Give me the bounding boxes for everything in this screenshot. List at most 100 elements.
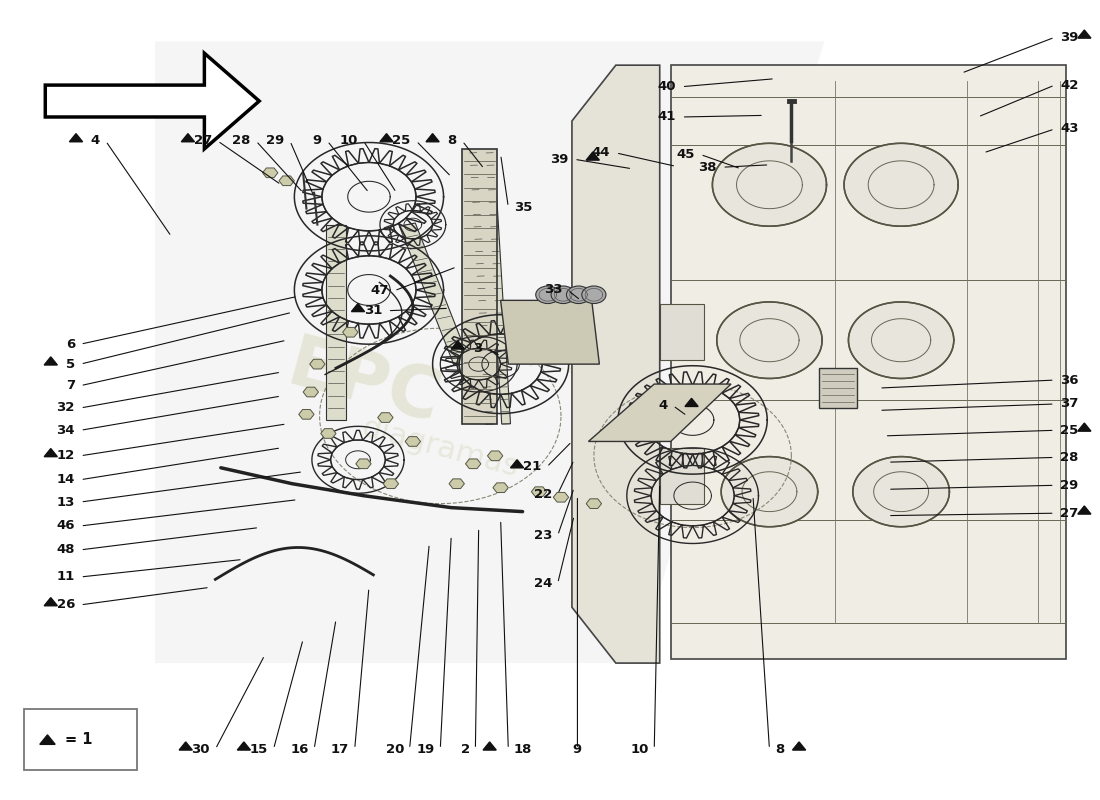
- Polygon shape: [238, 742, 251, 750]
- Text: 14: 14: [56, 474, 75, 486]
- Text: 21: 21: [522, 461, 541, 474]
- Polygon shape: [844, 143, 958, 226]
- Text: 25: 25: [1060, 424, 1078, 437]
- Polygon shape: [818, 368, 857, 408]
- Polygon shape: [379, 134, 393, 142]
- Polygon shape: [179, 742, 192, 750]
- Text: 29: 29: [1060, 479, 1078, 492]
- Polygon shape: [342, 327, 358, 337]
- Circle shape: [582, 286, 606, 303]
- Text: 17: 17: [331, 742, 349, 756]
- Polygon shape: [383, 479, 398, 489]
- Polygon shape: [572, 65, 660, 663]
- Polygon shape: [351, 303, 364, 311]
- Polygon shape: [465, 459, 481, 469]
- Polygon shape: [660, 304, 704, 360]
- Polygon shape: [848, 302, 954, 378]
- Text: 47: 47: [371, 284, 388, 298]
- Text: 39: 39: [1060, 30, 1079, 44]
- Polygon shape: [462, 149, 497, 424]
- Text: diagramas: diagramas: [359, 413, 522, 482]
- Polygon shape: [852, 457, 949, 526]
- Polygon shape: [44, 449, 57, 457]
- Text: 38: 38: [698, 161, 717, 174]
- Text: EPC: EPC: [279, 330, 448, 438]
- Text: 20: 20: [386, 742, 404, 756]
- Polygon shape: [531, 487, 547, 497]
- Text: 10: 10: [340, 134, 358, 147]
- Polygon shape: [310, 359, 326, 369]
- Polygon shape: [713, 143, 826, 226]
- Polygon shape: [449, 479, 464, 489]
- Text: 35: 35: [514, 201, 532, 214]
- Polygon shape: [44, 357, 57, 365]
- Polygon shape: [155, 42, 824, 663]
- Text: 37: 37: [1060, 398, 1079, 410]
- Text: 27: 27: [194, 134, 212, 147]
- Polygon shape: [487, 451, 503, 461]
- Text: 23: 23: [534, 529, 552, 542]
- Text: de piezas: de piezas: [490, 333, 610, 387]
- Text: 13: 13: [56, 495, 75, 509]
- Polygon shape: [485, 153, 510, 424]
- Text: 10: 10: [630, 742, 649, 756]
- Polygon shape: [405, 437, 420, 446]
- Text: 27: 27: [1060, 506, 1078, 520]
- Text: 19: 19: [417, 742, 434, 756]
- Text: 40: 40: [658, 80, 676, 93]
- Polygon shape: [44, 598, 57, 606]
- Polygon shape: [792, 742, 805, 750]
- Text: = 1: = 1: [65, 732, 92, 747]
- Polygon shape: [493, 483, 508, 493]
- Text: 24: 24: [534, 577, 552, 590]
- Text: 4: 4: [91, 134, 100, 147]
- Polygon shape: [553, 493, 569, 502]
- Text: 48: 48: [56, 543, 75, 556]
- Polygon shape: [586, 499, 602, 509]
- Text: 5: 5: [66, 358, 75, 370]
- Polygon shape: [1078, 30, 1091, 38]
- Polygon shape: [510, 460, 524, 468]
- Text: 31: 31: [364, 304, 382, 318]
- Polygon shape: [671, 65, 1066, 659]
- Polygon shape: [377, 413, 393, 422]
- Polygon shape: [40, 735, 55, 744]
- FancyBboxPatch shape: [24, 710, 138, 770]
- Polygon shape: [483, 742, 496, 750]
- Text: 8: 8: [448, 134, 456, 147]
- Text: 15: 15: [250, 742, 268, 756]
- Text: 4: 4: [658, 399, 668, 412]
- Circle shape: [551, 286, 575, 303]
- Text: 16: 16: [290, 742, 309, 756]
- Text: 11: 11: [57, 570, 75, 583]
- Text: 45: 45: [676, 148, 695, 161]
- Text: 6: 6: [66, 338, 75, 350]
- Polygon shape: [327, 225, 345, 420]
- Polygon shape: [685, 398, 698, 406]
- Circle shape: [536, 286, 560, 303]
- Text: 32: 32: [56, 402, 75, 414]
- Polygon shape: [355, 459, 371, 469]
- Polygon shape: [263, 168, 278, 178]
- Text: 7: 7: [66, 379, 75, 392]
- Text: 28: 28: [232, 134, 251, 147]
- Polygon shape: [469, 153, 494, 424]
- Polygon shape: [69, 134, 82, 142]
- Text: 36: 36: [1060, 374, 1079, 386]
- Polygon shape: [588, 384, 732, 442]
- Polygon shape: [1078, 506, 1091, 514]
- Polygon shape: [500, 300, 600, 364]
- Polygon shape: [722, 457, 817, 526]
- Text: 26: 26: [56, 598, 75, 611]
- Text: 12: 12: [57, 450, 75, 462]
- Polygon shape: [451, 341, 464, 349]
- Text: 43: 43: [1060, 122, 1079, 135]
- Polygon shape: [426, 134, 439, 142]
- Text: 42: 42: [1060, 78, 1079, 91]
- Text: 9: 9: [312, 134, 322, 147]
- Text: 28: 28: [1060, 451, 1079, 464]
- Circle shape: [566, 286, 591, 303]
- Polygon shape: [45, 54, 260, 149]
- Polygon shape: [399, 223, 470, 366]
- Text: 18: 18: [514, 742, 532, 756]
